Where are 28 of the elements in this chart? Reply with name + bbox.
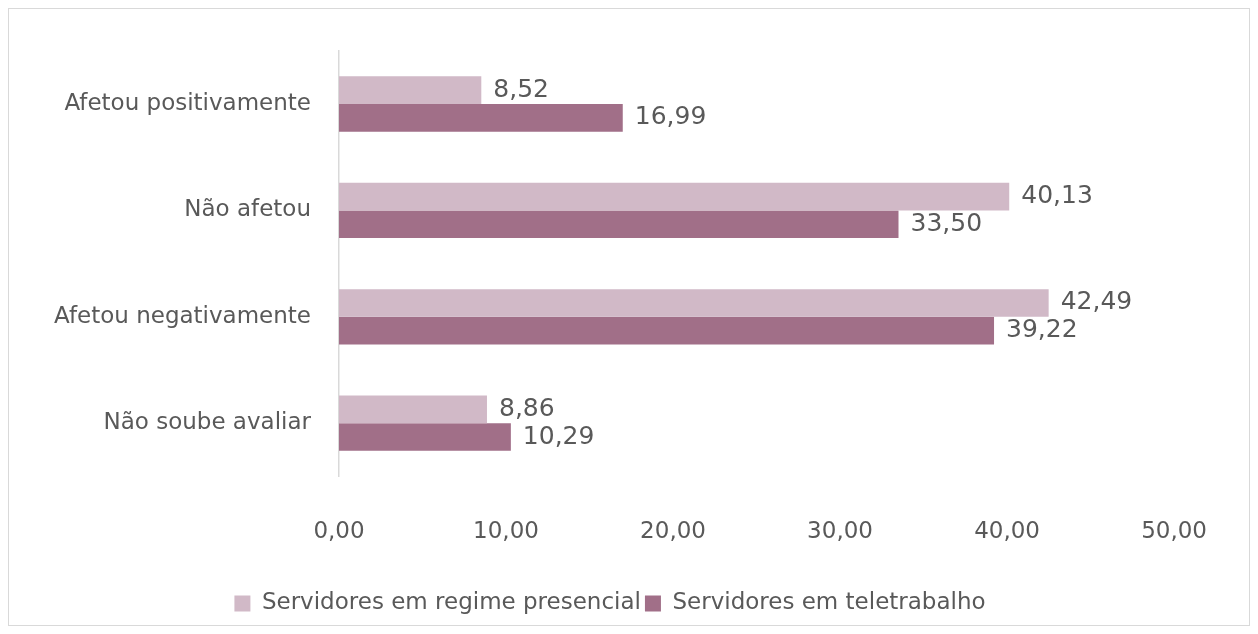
- data-label: 42,49: [1060, 286, 1133, 316]
- x-tick-label: 20,00: [640, 517, 706, 544]
- bar: [339, 423, 511, 451]
- x-tick-label: 50,00: [1141, 517, 1208, 544]
- y-tick-label: Afetou positivamente: [64, 88, 311, 115]
- x-tick-label: 30,00: [807, 517, 873, 544]
- legend-label: Servidores em teletrabalho: [672, 588, 986, 615]
- data-label: 16,99: [634, 101, 707, 131]
- x-tick-label: 10,00: [473, 517, 539, 544]
- y-tick-label: Não soube avaliar: [103, 408, 312, 435]
- bar: [339, 210, 899, 239]
- data-label: 8,86: [498, 392, 555, 422]
- y-tick-label: Afetou negativamente: [54, 301, 311, 328]
- bar: [339, 316, 995, 345]
- x-tick-label: 0,00: [313, 517, 365, 544]
- data-label: 8,52: [493, 73, 549, 103]
- data-label: 39,22: [1006, 314, 1078, 344]
- x-tick-label: 40,00: [974, 517, 1040, 544]
- y-tick-label: Não afetou: [184, 195, 311, 222]
- bar: [339, 182, 1010, 211]
- data-label: 33,50: [910, 207, 983, 237]
- bar: [339, 395, 487, 424]
- data-label: 10,29: [522, 420, 595, 450]
- data-label: 40,13: [1021, 180, 1093, 210]
- bar: [339, 76, 482, 104]
- bar: [339, 104, 623, 132]
- bar: [339, 289, 1049, 317]
- legend-label: Servidores em regime presencial: [261, 588, 641, 615]
